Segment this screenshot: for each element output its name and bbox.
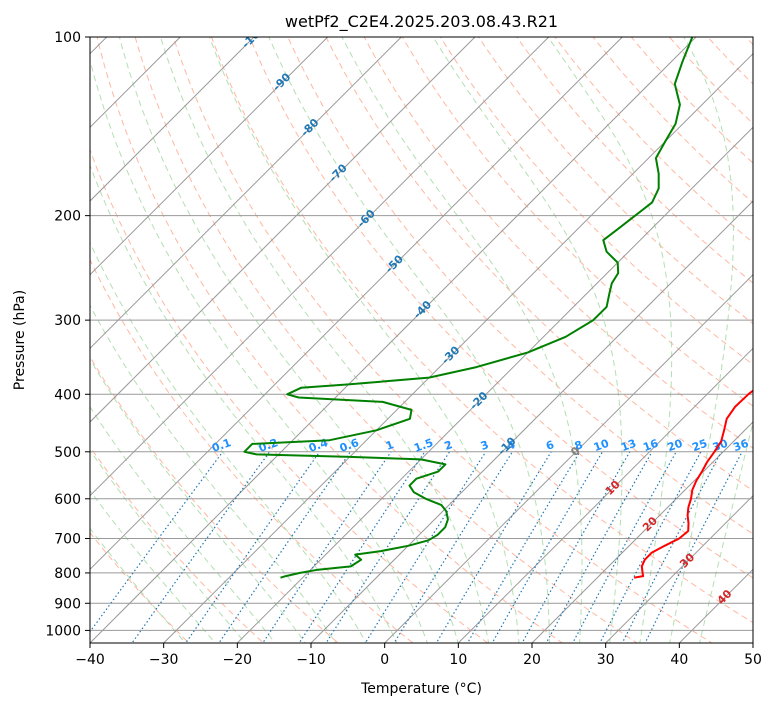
profile-series <box>243 37 753 579</box>
x-tick-label: 40 <box>670 652 688 668</box>
isotherm-line <box>531 421 753 643</box>
temperature-profile-line <box>633 389 753 579</box>
x-tick-label: −20 <box>223 652 253 668</box>
mixing-ratio-line <box>545 451 653 643</box>
mixing-ratio-label: 16 <box>641 437 660 455</box>
dry-adiabat-line <box>516 37 753 284</box>
mixing-ratio-label: 4 <box>505 438 517 453</box>
isotherm-line <box>90 37 550 497</box>
moist-adiabat-line <box>341 37 583 643</box>
y-tick-label: 1000 <box>45 623 81 639</box>
moist-adiabat-line <box>669 37 734 643</box>
y-tick-label: 600 <box>54 492 81 508</box>
dry-adiabat-line <box>249 37 753 579</box>
isotherm-line <box>605 494 753 643</box>
dry-adiabat-line <box>554 37 753 244</box>
y-tick-label: 400 <box>54 387 81 403</box>
y-tick-label: 100 <box>54 30 81 46</box>
mixing-ratio-line <box>644 451 743 643</box>
x-tick-label: 20 <box>523 652 541 668</box>
x-axis-label: Temperature (°C) <box>360 681 482 697</box>
isotherm-line <box>90 37 255 202</box>
mixing-ratio-label: 0.6 <box>338 436 361 455</box>
mixing-ratio-line <box>572 451 677 643</box>
isotherm-line <box>236 126 753 643</box>
isotherm-line <box>90 37 697 643</box>
mixing-ratio-label: 13 <box>619 437 638 454</box>
mixing-ratio-line <box>325 451 451 643</box>
y-tick-label: 900 <box>54 596 81 612</box>
dry-adiabat-line <box>96 37 564 643</box>
y-tick-label: 700 <box>54 532 81 548</box>
x-axis-ticks: −40 −30 −20 −10 0 10 20 30 40 50 <box>75 643 762 668</box>
mixing-ratio-line <box>521 451 631 643</box>
mixing-ratio-label: 25 <box>690 437 709 454</box>
mixing-ratio-label: 0.2 <box>257 436 280 455</box>
moist-adiabat-line <box>268 37 550 643</box>
plot-frame <box>89 36 754 644</box>
isotherm-line <box>90 37 402 350</box>
mixing-ratio-label: 8 <box>573 438 585 453</box>
mixing-ratio-line <box>218 451 351 643</box>
mixing-ratio-line <box>184 451 321 643</box>
mixing-ratio-line <box>262 451 392 643</box>
mixing-ratio-label: 1 <box>384 438 396 453</box>
mixing-ratio-label: 10 <box>592 437 611 455</box>
x-tick-label: 50 <box>744 652 762 668</box>
isotherm-line <box>90 37 623 571</box>
mixing-ratio-label: 3 <box>479 438 491 453</box>
mixing-ratio-label: 6 <box>544 438 556 453</box>
mixing-ratio-label: 2 <box>443 438 455 453</box>
x-tick-label: −30 <box>149 652 179 668</box>
mixing-ratio-label: 36 <box>731 437 750 455</box>
dry-adiabat-line <box>172 37 713 643</box>
dry-adiabat-line <box>210 37 753 624</box>
moist-adiabat-line <box>432 37 623 643</box>
x-tick-label: 30 <box>597 652 615 668</box>
mixing-ratio-label: 20 <box>666 437 685 455</box>
mixing-ratio-line <box>435 451 552 643</box>
moist-adiabat-line <box>547 37 673 643</box>
isotherm-line <box>90 37 476 423</box>
y-axis-ticks: 100 200 300 400 500 600 700 800 900 1000 <box>45 30 90 639</box>
dry-adiabat-line <box>134 37 638 643</box>
dry-adiabat-line <box>363 37 753 449</box>
isotherm-line <box>90 37 329 276</box>
x-tick-label: 10 <box>449 652 467 668</box>
dry-adiabat-line <box>90 531 190 643</box>
isotherm-line <box>384 273 753 643</box>
y-axis-label: Pressure (hPa) <box>12 290 28 390</box>
isotherm-line <box>457 347 753 643</box>
moist-adiabat-line <box>90 304 337 643</box>
mixing-ratio-line <box>491 451 604 643</box>
dry-adiabat-line <box>90 355 339 643</box>
x-tick-label: −10 <box>296 652 326 668</box>
y-tick-label: 300 <box>54 313 81 329</box>
mixing-ratio-label: 0.1 <box>210 436 233 455</box>
isotherm-line <box>310 200 753 643</box>
dry-adiabat-line <box>592 37 753 204</box>
dry-adiabat-line <box>401 37 753 407</box>
y-tick-label: 800 <box>54 566 81 582</box>
isotherm-line <box>163 52 753 643</box>
y-tick-label: 200 <box>54 209 81 225</box>
chart-title: wetPf2_C2E4.2025.203.08.43.R21 <box>285 12 558 32</box>
mixing-ratio-line <box>466 451 581 643</box>
x-tick-label: −40 <box>75 652 105 668</box>
y-tick-label: 500 <box>54 445 81 461</box>
dewpoint-profile-line <box>243 37 694 579</box>
x-tick-label: 0 <box>380 652 389 668</box>
mixing-ratio-line <box>131 451 271 643</box>
dry-adiabat-line <box>90 258 414 643</box>
mixing-ratio-label: 1.5 <box>412 436 435 455</box>
dry-adiabat-line <box>287 37 753 535</box>
